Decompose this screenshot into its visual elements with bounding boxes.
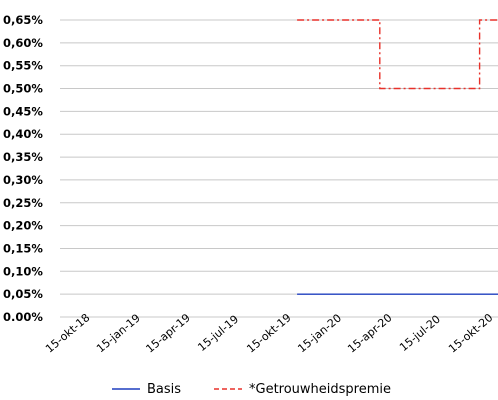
y-tick-label: 0,50% (3, 82, 43, 96)
y-tick-label: 0,45% (3, 104, 43, 118)
x-tick-label: 15-okt-20 (446, 311, 495, 355)
x-axis-tick-labels: 15-okt-18 15-jan-19 15-apr-19 15-jul-19 15-o… (43, 311, 495, 355)
x-tick-label: 15-jul-19 (195, 313, 241, 354)
y-tick-label: 0,05% (3, 287, 43, 301)
y-tick-label: 0,20% (3, 219, 43, 233)
x-tick-label: 15-jan-20 (295, 311, 344, 355)
legend-label: Basis (147, 382, 181, 397)
x-tick-label: 15-apr-19 (143, 311, 192, 355)
x-tick-label: 15-okt-18 (43, 311, 92, 355)
x-tick-label: 15-apr-20 (345, 311, 394, 355)
y-tick-label: 0,25% (3, 196, 43, 210)
y-tick-label: 0,40% (3, 127, 43, 141)
legend: Basis *Getrouwheidspremie (112, 382, 391, 397)
x-tick-label: 15-okt-19 (244, 311, 293, 355)
series-line-1 (297, 19, 498, 90)
x-tick-label: 15-jul-20 (397, 313, 443, 354)
y-tick-label: 0,15% (3, 241, 43, 255)
y-tick-label: 0,30% (3, 173, 43, 187)
y-tick-label: 0.00% (3, 310, 43, 324)
y-tick-label: 0,65% (3, 13, 43, 27)
y-axis-tick-labels: 0.00% 0,05% 0,10% 0,15% 0,20% 0,25% 0,30% 0,35%… (3, 13, 43, 324)
y-tick-label: 0,55% (3, 59, 43, 73)
y-tick-label: 0,60% (3, 36, 43, 50)
gridlines (60, 19, 498, 318)
x-tick-label: 15-jan-19 (94, 311, 143, 355)
legend-label: *Getrouwheidspremie (249, 382, 391, 397)
y-tick-label: 0,10% (3, 264, 43, 278)
y-tick-label: 0,35% (3, 150, 43, 164)
series-lines (297, 19, 498, 295)
